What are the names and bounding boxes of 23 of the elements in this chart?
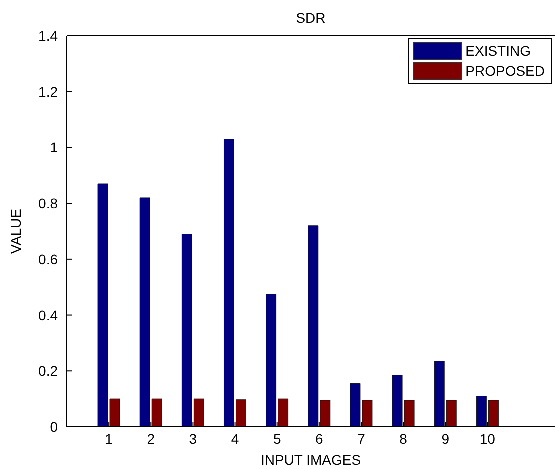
x-tick-label: 1 — [105, 430, 114, 447]
y-axis-title: VALUE — [8, 209, 24, 254]
x-tick-label: 3 — [189, 430, 198, 447]
x-tick-label: 4 — [231, 430, 240, 447]
x-tick-label: 8 — [400, 430, 408, 447]
y-tick-label: 0.2 — [38, 363, 58, 380]
x-tick-label: 7 — [358, 430, 366, 447]
x-axis-title: INPUT IMAGES — [260, 452, 362, 468]
x-tick-label: 9 — [442, 430, 450, 447]
legend-label: PROPOSED — [466, 62, 545, 81]
y-tick-label: 0.6 — [38, 251, 58, 268]
chart-title: SDR — [295, 10, 327, 26]
y-tick-label: 0 — [50, 418, 58, 435]
y-tick-label: 1.4 — [38, 28, 58, 44]
legend-label: EXISTING — [466, 42, 531, 61]
y-tick-label: 1.2 — [38, 84, 58, 100]
y-tick-label: 0.8 — [38, 196, 58, 212]
x-tick-label: 6 — [316, 430, 324, 447]
x-tick-label: 2 — [147, 430, 156, 447]
x-tick-label: 10 — [480, 430, 496, 447]
x-tick-label: 5 — [273, 430, 282, 447]
y-tick-label: 1 — [50, 140, 58, 156]
y-tick-label: 0.4 — [38, 307, 58, 324]
